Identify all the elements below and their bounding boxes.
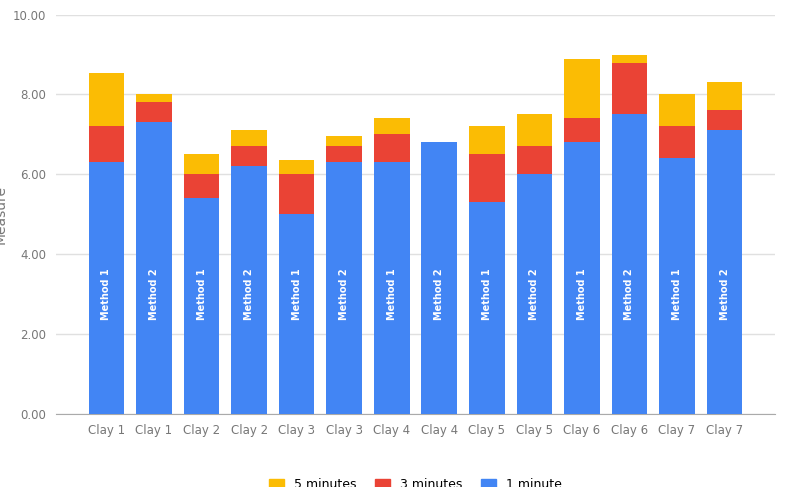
Text: Method 2: Method 2 [339, 268, 349, 320]
Bar [374, 162, 410, 414]
Text: Method 2: Method 2 [149, 268, 159, 320]
Legend: 5 minutes, 3 minutes, 1 minute: 5 minutes, 3 minutes, 1 minute [263, 472, 568, 487]
Text: Method 2: Method 2 [434, 268, 444, 320]
Bar [231, 167, 267, 414]
Text: Method 1: Method 1 [387, 268, 397, 320]
Bar [184, 154, 220, 174]
Text: Method 1: Method 1 [197, 268, 206, 320]
Bar [611, 114, 647, 414]
Bar [279, 174, 315, 214]
Bar [89, 127, 125, 162]
Bar [184, 174, 220, 198]
Bar [136, 102, 172, 122]
Bar [326, 136, 362, 147]
Y-axis label: Measure: Measure [0, 185, 7, 244]
Bar [706, 111, 742, 131]
Bar [564, 58, 600, 118]
Bar [136, 122, 172, 414]
Bar [231, 131, 267, 147]
Bar [184, 198, 220, 414]
Bar [374, 134, 410, 162]
Bar [564, 118, 600, 142]
Bar [611, 62, 647, 114]
Bar [279, 160, 315, 174]
Bar [374, 118, 410, 134]
Text: Method 2: Method 2 [530, 268, 539, 320]
Bar [659, 127, 695, 158]
Bar [659, 94, 695, 127]
Bar [326, 162, 362, 414]
Bar [611, 55, 647, 62]
Text: Method 2: Method 2 [625, 268, 634, 320]
Bar [469, 154, 505, 202]
Bar [659, 158, 695, 414]
Bar [231, 147, 267, 167]
Bar [469, 127, 505, 154]
Bar [421, 142, 457, 414]
Bar [706, 82, 742, 111]
Bar [516, 174, 552, 414]
Bar [136, 94, 172, 102]
Bar [89, 162, 125, 414]
Text: Method 1: Method 1 [577, 268, 587, 320]
Text: Method 2: Method 2 [720, 268, 729, 320]
Bar [706, 131, 742, 414]
Bar [469, 202, 505, 414]
Bar [89, 73, 125, 127]
Text: Method 1: Method 1 [482, 268, 492, 320]
Bar [516, 147, 552, 174]
Bar [516, 114, 552, 147]
Bar [564, 142, 600, 414]
Text: Method 1: Method 1 [672, 268, 682, 320]
Text: Method 2: Method 2 [244, 268, 254, 320]
Text: Method 1: Method 1 [292, 268, 301, 320]
Text: Method 1: Method 1 [101, 268, 111, 320]
Bar [279, 214, 315, 414]
Bar [326, 147, 362, 162]
